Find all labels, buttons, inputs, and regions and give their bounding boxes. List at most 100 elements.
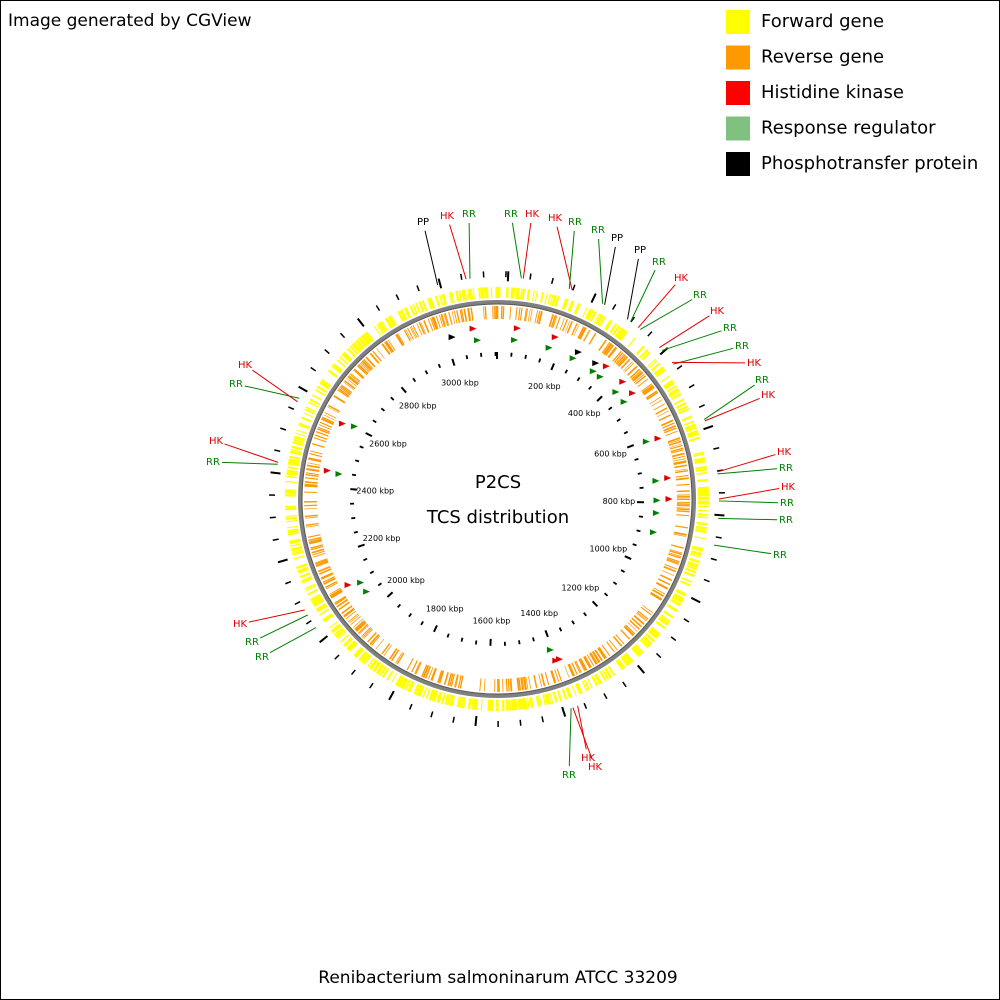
reverse-gene bbox=[415, 662, 422, 675]
reverse-gene bbox=[674, 469, 689, 474]
forward-gene bbox=[361, 653, 371, 664]
reverse-gene bbox=[551, 670, 557, 683]
forward-gene bbox=[288, 461, 300, 465]
reverse-gene bbox=[579, 658, 587, 671]
scale-tick bbox=[524, 354, 527, 360]
reverse-gene bbox=[423, 320, 430, 333]
forward-gene bbox=[331, 364, 342, 374]
feature-leader bbox=[717, 468, 778, 475]
forward-gene bbox=[293, 437, 305, 442]
forward-gene bbox=[678, 407, 690, 415]
reverse-gene bbox=[573, 324, 580, 337]
scale-tick bbox=[632, 543, 637, 547]
forward-gene bbox=[319, 381, 330, 390]
reverse-gene bbox=[518, 677, 522, 691]
feature-leader bbox=[640, 299, 693, 330]
forward-gene bbox=[622, 654, 632, 665]
feature-marker bbox=[574, 349, 582, 356]
forward-gene bbox=[659, 616, 670, 625]
forward-gene bbox=[666, 385, 677, 393]
scale-tick bbox=[550, 363, 555, 371]
reverse-gene bbox=[304, 507, 318, 510]
feature-label: HK bbox=[710, 306, 725, 317]
forward-gene bbox=[575, 683, 582, 695]
reverse-gene bbox=[352, 618, 364, 628]
forward-gene bbox=[399, 677, 407, 689]
reverse-gene bbox=[341, 605, 353, 615]
scale-tick bbox=[518, 640, 521, 645]
reverse-gene bbox=[323, 414, 336, 421]
forward-gene bbox=[289, 538, 301, 543]
reverse-gene bbox=[669, 444, 683, 450]
forward-gene bbox=[363, 655, 372, 665]
reverse-gene bbox=[592, 650, 601, 663]
reverse-gene bbox=[664, 427, 677, 434]
forward-gene bbox=[645, 634, 654, 643]
forward-gene bbox=[690, 550, 703, 556]
scale-tick bbox=[369, 570, 375, 575]
forward-gene bbox=[379, 665, 387, 677]
scale-tick bbox=[386, 591, 394, 598]
reverse-gene bbox=[448, 311, 453, 325]
forward-gene bbox=[668, 389, 680, 397]
forward-gene bbox=[286, 469, 298, 473]
forward-gene bbox=[694, 536, 706, 540]
reverse-gene bbox=[305, 522, 319, 526]
forward-gene bbox=[639, 349, 648, 358]
forward-gene bbox=[398, 676, 405, 688]
forward-gene bbox=[607, 665, 616, 676]
feature-label: HK bbox=[777, 447, 792, 458]
forward-gene bbox=[291, 445, 303, 450]
feature-leader bbox=[718, 500, 779, 504]
reverse-gene bbox=[336, 598, 349, 608]
reverse-gene bbox=[653, 403, 666, 411]
forward-gene bbox=[463, 289, 468, 301]
outer-tick bbox=[670, 636, 677, 642]
reverse-gene bbox=[637, 378, 649, 388]
forward-gene bbox=[299, 573, 311, 579]
reverse-gene bbox=[325, 580, 338, 589]
forward-gene bbox=[684, 423, 696, 430]
feature-label: RR bbox=[693, 290, 707, 301]
outer-tick bbox=[572, 284, 576, 291]
reverse-gene bbox=[602, 342, 612, 355]
reverse-gene bbox=[608, 639, 618, 651]
reverse-gene bbox=[330, 590, 343, 599]
reverse-gene bbox=[365, 356, 376, 368]
feature-marker bbox=[592, 360, 600, 367]
forward-gene bbox=[686, 562, 699, 569]
reverse-gene bbox=[578, 659, 585, 672]
forward-gene bbox=[287, 532, 300, 536]
feature-marker bbox=[350, 423, 358, 430]
reverse-gene bbox=[334, 595, 346, 604]
reverse-gene bbox=[338, 601, 350, 611]
outer-tick bbox=[637, 664, 645, 674]
forward-gene bbox=[456, 696, 462, 708]
reverse-gene bbox=[670, 449, 684, 454]
forward-gene bbox=[471, 698, 474, 710]
forward-gene bbox=[697, 513, 709, 516]
forward-gene bbox=[692, 451, 704, 456]
reverse-gene bbox=[629, 368, 641, 379]
forward-gene bbox=[616, 328, 625, 339]
feature-leader bbox=[598, 238, 604, 304]
forward-gene bbox=[571, 685, 577, 696]
forward-gene bbox=[373, 662, 382, 673]
reverse-gene bbox=[304, 483, 318, 487]
reverse-gene bbox=[428, 667, 434, 680]
forward-gene bbox=[290, 450, 302, 455]
forward-gene bbox=[562, 298, 569, 310]
feature-marker bbox=[363, 588, 371, 595]
reverse-gene bbox=[304, 516, 318, 519]
reverse-gene bbox=[675, 474, 689, 478]
outer-tick bbox=[334, 654, 340, 660]
reverse-gene bbox=[387, 339, 396, 351]
reverse-gene bbox=[623, 625, 634, 637]
reverse-gene bbox=[568, 663, 576, 677]
reverse-gene bbox=[676, 508, 690, 511]
forward-gene bbox=[359, 651, 369, 662]
reverse-gene bbox=[523, 676, 528, 690]
forward-gene bbox=[695, 468, 708, 472]
reverse-gene bbox=[359, 362, 370, 373]
reverse-gene bbox=[640, 606, 652, 616]
